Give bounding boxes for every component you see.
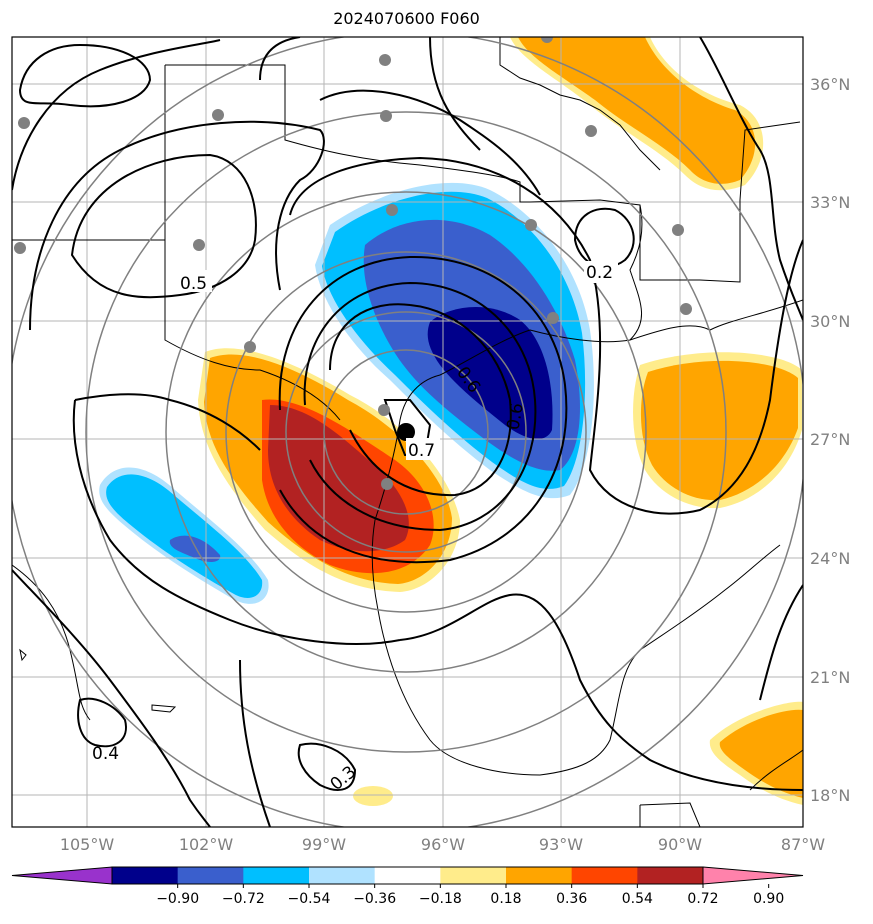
colorbar-segment bbox=[177, 867, 244, 884]
storm-center-marker bbox=[397, 423, 415, 441]
colorbar-tick-label: 0.72 bbox=[687, 891, 718, 907]
colorbar-tick-label: 0.90 bbox=[753, 891, 784, 907]
colorbar-segment bbox=[440, 867, 507, 884]
lon-label: 105°W bbox=[60, 835, 115, 854]
longitude-labels: 105°W 102°W 99°W 96°W 93°W 90°W 87°W bbox=[60, 835, 825, 854]
lat-label: 18°N bbox=[810, 786, 850, 805]
colorbar-tick-label: −0.36 bbox=[353, 891, 396, 907]
contour-label: 0.5 bbox=[180, 274, 207, 294]
lat-label: 33°N bbox=[810, 193, 850, 212]
contour-label: 0.7 bbox=[408, 441, 435, 461]
map-title: 2024070600 F060 bbox=[333, 9, 480, 28]
lon-label: 93°W bbox=[539, 835, 583, 854]
colorbar-tick-label: −0.18 bbox=[419, 891, 462, 907]
contour-lines bbox=[12, 37, 803, 827]
shading-positive bbox=[198, 37, 803, 806]
contour-label: 0.4 bbox=[92, 744, 119, 764]
colorbar-segment bbox=[637, 867, 704, 884]
colorbar-segment bbox=[571, 867, 638, 884]
lat-label: 24°N bbox=[810, 549, 850, 568]
colorbar-segment bbox=[374, 867, 441, 884]
lat-label: 21°N bbox=[810, 668, 850, 687]
colorbar-segment bbox=[309, 867, 376, 884]
colorbar-extend-high bbox=[702, 866, 804, 885]
map-frame bbox=[11, 36, 804, 828]
lat-label: 27°N bbox=[810, 430, 850, 449]
colorbar-segment bbox=[506, 867, 573, 884]
lon-label: 87°W bbox=[781, 835, 825, 854]
lon-label: 90°W bbox=[658, 835, 702, 854]
colorbar-extend-low bbox=[11, 866, 113, 885]
graticule bbox=[12, 37, 803, 827]
colorbar-tick-label: −0.90 bbox=[156, 891, 199, 907]
lat-label: 30°N bbox=[810, 312, 850, 331]
range-rings bbox=[12, 37, 803, 827]
colorbar-tick-label: −0.72 bbox=[222, 891, 265, 907]
colorbar-tick-label: 0.18 bbox=[490, 891, 521, 907]
colorbar-tick-label: 0.54 bbox=[622, 891, 653, 907]
colorbar-tick-label: −0.54 bbox=[288, 891, 331, 907]
colorbar-segment bbox=[243, 867, 310, 884]
colorbar-tick-label: 0.36 bbox=[556, 891, 587, 907]
lon-label: 99°W bbox=[302, 835, 346, 854]
shading-negative bbox=[99, 182, 594, 604]
colorbar-frame bbox=[111, 866, 704, 885]
lon-label: 96°W bbox=[421, 835, 465, 854]
map-area: 0.5 0.2 0.6 0.6 0.7 0.4 0.3 bbox=[12, 37, 803, 827]
latitude-labels: 36°N 33°N 30°N 27°N 24°N 21°N 18°N bbox=[810, 75, 850, 805]
station-dots bbox=[14, 37, 692, 490]
colorbar: −0.90 −0.72 −0.54 −0.36 −0.18 0.18 0.36 0.54 0.7… bbox=[11, 866, 804, 907]
contour-label: 0.6 bbox=[503, 401, 527, 431]
colorbar-segment bbox=[112, 867, 179, 884]
lon-label: 102°W bbox=[179, 835, 234, 854]
lat-label: 36°N bbox=[810, 75, 850, 94]
contour-label: 0.2 bbox=[586, 263, 613, 283]
